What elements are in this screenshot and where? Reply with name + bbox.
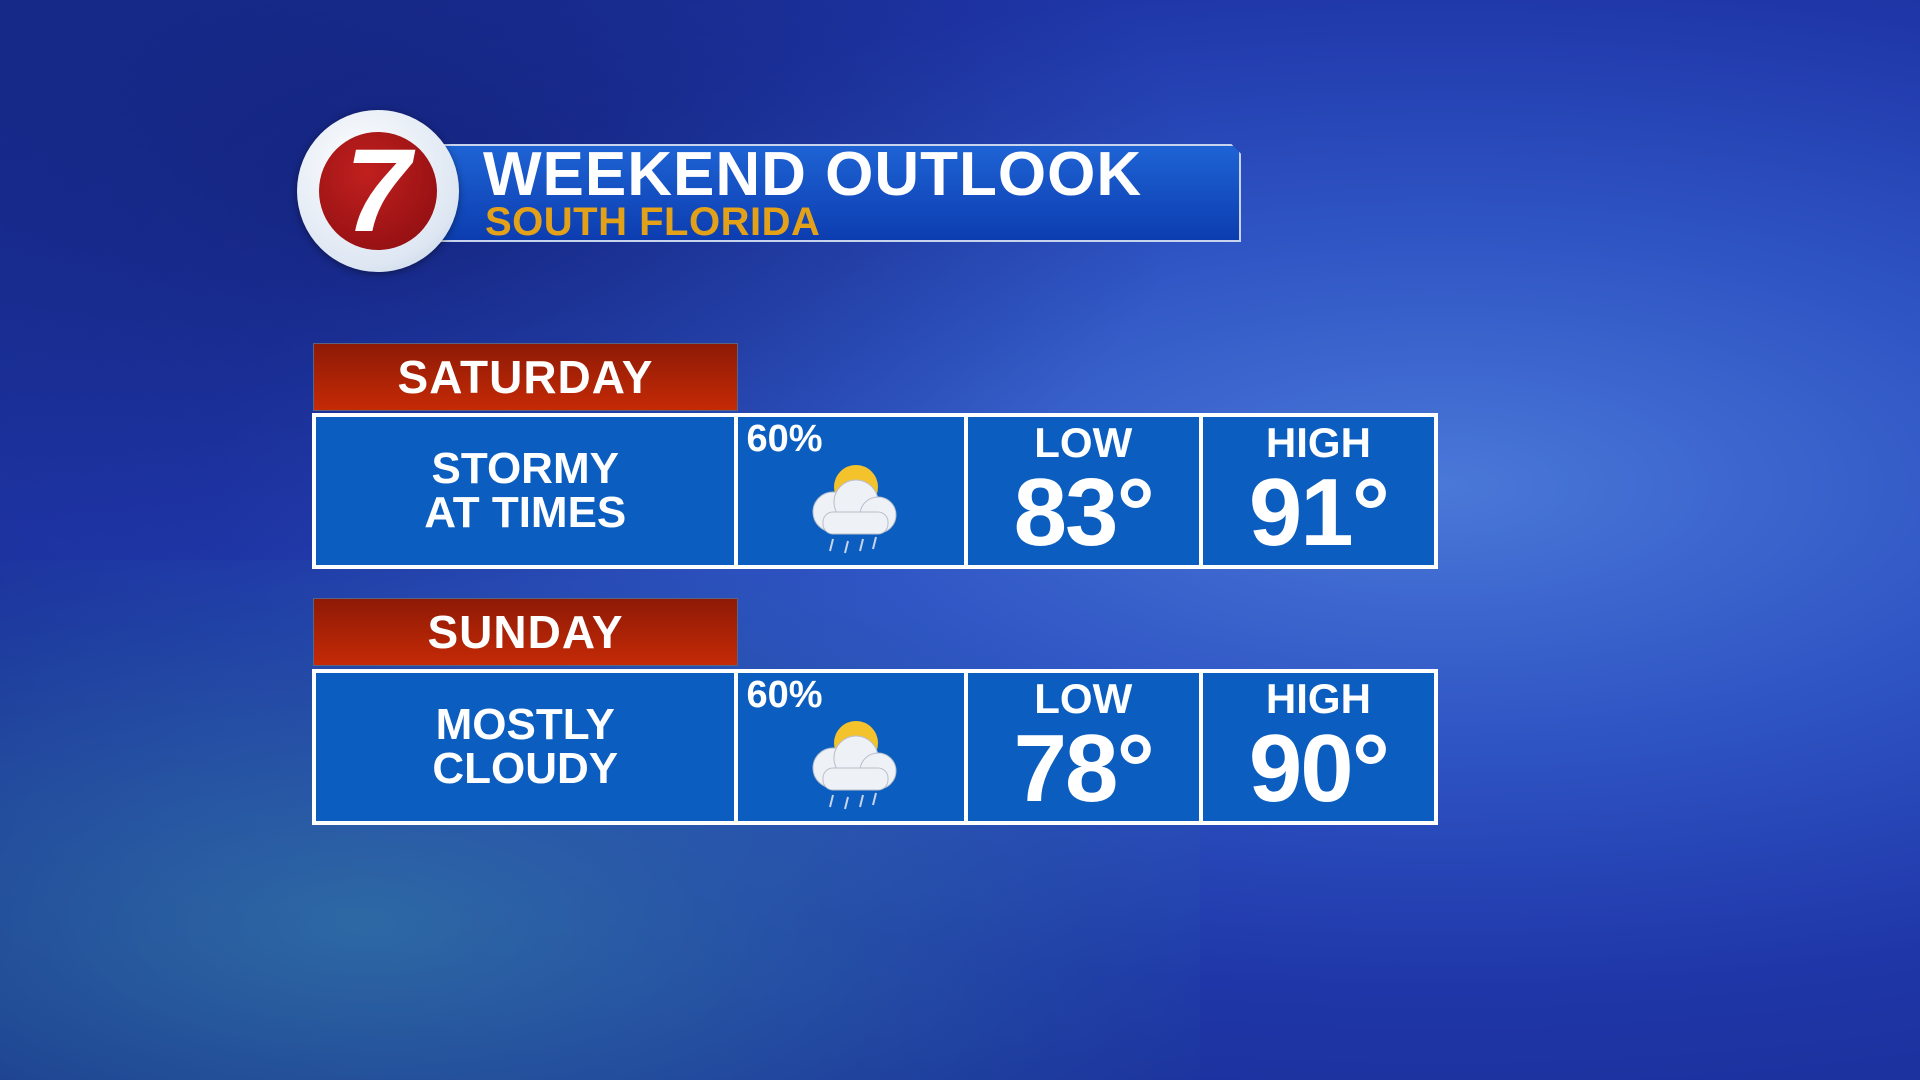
rain-chance: 60% [746,674,823,716]
low-temp: 78° [1013,715,1155,822]
low-label: LOW [1034,675,1133,722]
high-temp: 90° [1248,715,1390,822]
low-cell: LOW 78° [967,673,1199,822]
header-banner: WEEKEND OUTLOOK SOUTH FLORIDA [441,144,1241,242]
rain-chance: 60% [746,418,823,460]
high-label: HIGH [1265,419,1371,466]
rain-chance-cell: 60% [738,673,964,821]
day-label-1: SUNDAY [313,598,738,666]
condition-line-1: MOSTLY [435,700,615,749]
low-cell: LOW 83° [967,417,1199,566]
condition-cell: STORMY AT TIMES [316,417,735,565]
day-label-0: SATURDAY [313,343,738,411]
logo-seven: 7 [319,132,437,250]
high-cell: HIGH 91° [1202,417,1434,566]
high-temp: 91° [1248,459,1390,566]
station-logo: 7 [297,110,459,272]
partly-sunny-rain-cloud-icon [812,721,897,810]
low-temp: 83° [1013,459,1155,566]
high-cell: HIGH 90° [1202,673,1434,822]
condition-cell: MOSTLY CLOUDY [316,673,735,821]
condition-line-1: STORMY [431,444,619,493]
forecast-row: MOSTLY CLOUDY 60% LOW 78° HIGH 90° [312,669,1438,825]
condition-line-2: AT TIMES [424,488,627,537]
forecast-row: STORMY AT TIMES 60% LOW 83° HIGH 91° [312,413,1438,569]
low-label: LOW [1034,419,1133,466]
rain-chance-cell: 60% [738,417,964,565]
partly-sunny-rain-cloud-icon [812,465,897,554]
high-label: HIGH [1265,675,1371,722]
condition-line-2: CLOUDY [432,744,619,793]
page-subtitle: SOUTH FLORIDA [485,200,821,244]
page-title: WEEKEND OUTLOOK [483,140,1143,209]
